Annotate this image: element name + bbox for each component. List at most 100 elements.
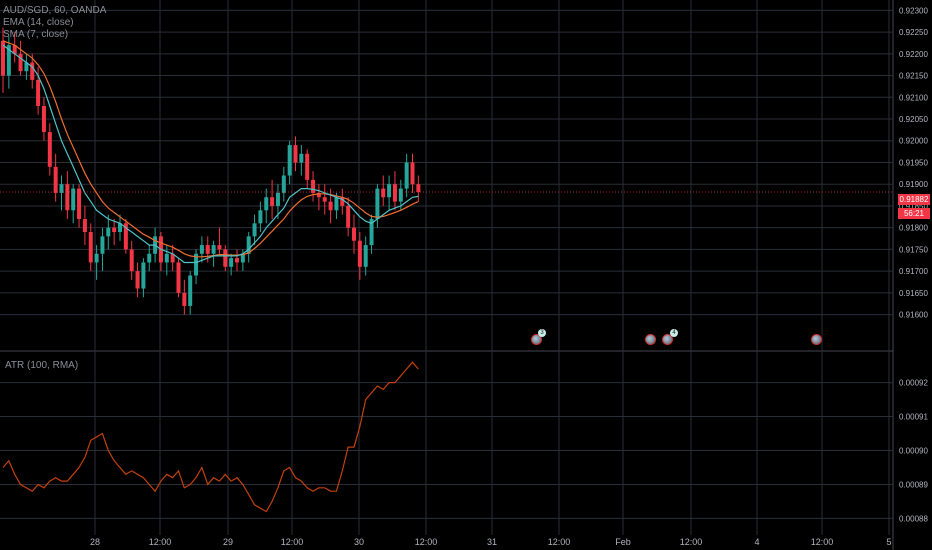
candle-body bbox=[229, 258, 234, 267]
candle-body bbox=[176, 262, 181, 293]
x-tick-label: 29 bbox=[223, 537, 233, 547]
candle-body bbox=[123, 223, 128, 250]
candle-body bbox=[363, 245, 368, 267]
atr-pane-legend: ATR (100, RMA) bbox=[5, 360, 78, 372]
main-pane-legend: AUD/SGD, 60, OANDA EMA (14, close) SMA (… bbox=[3, 5, 106, 41]
candle-body bbox=[369, 218, 374, 246]
x-tick-label: 31 bbox=[487, 537, 497, 547]
symbol-title[interactable]: AUD/SGD, 60, OANDA bbox=[3, 5, 107, 16]
economic-event-icon[interactable] bbox=[662, 334, 673, 345]
x-tick-label: 12:00 bbox=[415, 537, 438, 547]
candle-body bbox=[240, 253, 245, 263]
x-tick-label: 12:00 bbox=[281, 537, 304, 547]
candle-body bbox=[106, 227, 111, 237]
x-tick-label: 28 bbox=[90, 537, 100, 547]
candle-body bbox=[30, 62, 35, 80]
atr-y-tick-label: 0.00091 bbox=[899, 413, 928, 422]
atr-indicator-label[interactable]: ATR (100, RMA) bbox=[5, 360, 79, 371]
candle-body bbox=[392, 184, 397, 202]
candle-body bbox=[311, 179, 316, 193]
candle-body bbox=[135, 271, 140, 289]
event-count-badge: 3 bbox=[538, 329, 546, 337]
x-tick-label: 4 bbox=[754, 537, 759, 547]
x-tick-label: 12:00 bbox=[548, 537, 571, 547]
candle-body bbox=[264, 197, 269, 211]
y-tick-label: 0.91850 bbox=[899, 202, 928, 211]
candle-body bbox=[170, 253, 175, 263]
candle-body bbox=[100, 236, 105, 254]
sma-indicator-label[interactable]: SMA (7, close) bbox=[3, 29, 69, 40]
candle-body bbox=[112, 227, 117, 233]
bar-countdown-tag: 56:21 bbox=[898, 208, 930, 219]
candle-body bbox=[53, 166, 58, 193]
economic-event-icon[interactable] bbox=[811, 334, 822, 345]
candle-body bbox=[387, 184, 392, 198]
candle-body bbox=[252, 223, 257, 237]
last-price-tag: 0.91882 bbox=[898, 194, 930, 205]
candle-body bbox=[357, 240, 362, 267]
candle-body bbox=[71, 188, 76, 211]
candle-body bbox=[77, 188, 82, 219]
candle-body bbox=[246, 236, 251, 254]
x-tick-label: 12:00 bbox=[149, 537, 172, 547]
y-tick-label: 0.92000 bbox=[899, 137, 928, 146]
candle-body bbox=[340, 197, 345, 206]
y-tick-label: 0.91750 bbox=[899, 245, 928, 254]
candle-body bbox=[328, 201, 333, 211]
y-tick-label: 0.91650 bbox=[899, 289, 928, 298]
candle-body bbox=[47, 132, 52, 167]
x-tick-label: Feb bbox=[615, 537, 631, 547]
candle-body bbox=[65, 184, 70, 211]
candle-body bbox=[18, 53, 23, 72]
candle-body bbox=[299, 153, 304, 163]
candle-body bbox=[211, 245, 216, 254]
candle-body bbox=[346, 205, 351, 228]
candle-body bbox=[287, 145, 292, 176]
ema-indicator-label[interactable]: EMA (14, close) bbox=[3, 17, 74, 28]
candle-body bbox=[182, 292, 187, 306]
candle-body bbox=[82, 218, 87, 233]
economic-event-icon[interactable] bbox=[645, 334, 656, 345]
candle-body bbox=[59, 184, 64, 193]
candle-body bbox=[129, 249, 134, 272]
y-tick-label: 0.91700 bbox=[899, 267, 928, 276]
candle-body bbox=[410, 162, 415, 185]
candle-body bbox=[381, 188, 386, 198]
candle-body bbox=[398, 188, 403, 202]
ema-line bbox=[2, 44, 419, 264]
y-tick-label: 0.91600 bbox=[899, 311, 928, 320]
candle-body bbox=[188, 275, 193, 306]
y-tick-label: 0.92250 bbox=[899, 28, 928, 37]
y-tick-label: 0.91950 bbox=[899, 158, 928, 167]
x-tick-label: 30 bbox=[354, 537, 364, 547]
candle-body bbox=[416, 184, 421, 193]
candle-body bbox=[275, 192, 280, 206]
candle-body bbox=[223, 249, 228, 267]
atr-y-tick-label: 0.00092 bbox=[899, 379, 928, 388]
candle-body bbox=[352, 227, 356, 241]
y-tick-label: 0.92300 bbox=[899, 6, 928, 15]
candle-body bbox=[199, 245, 204, 254]
candle-body bbox=[217, 245, 222, 250]
candle-body bbox=[36, 79, 41, 106]
x-tick-label: 12:00 bbox=[680, 537, 703, 547]
x-tick-label: 5 bbox=[886, 537, 891, 547]
candle-body bbox=[270, 197, 275, 206]
candle-body bbox=[316, 192, 321, 198]
candle-body bbox=[12, 45, 17, 54]
sma-line bbox=[2, 40, 419, 258]
y-tick-label: 0.91900 bbox=[899, 180, 928, 189]
candle-body bbox=[258, 210, 263, 224]
y-tick-label: 0.92150 bbox=[899, 72, 928, 81]
candle-body bbox=[375, 188, 380, 219]
candle-body bbox=[88, 232, 93, 263]
candle-body bbox=[41, 105, 46, 133]
y-tick-label: 0.91800 bbox=[899, 224, 928, 233]
candle-body bbox=[94, 253, 99, 263]
candle-body bbox=[194, 253, 199, 276]
candle-body bbox=[334, 197, 339, 211]
atr-y-tick-label: 0.00089 bbox=[899, 480, 928, 489]
economic-event-icon[interactable] bbox=[531, 334, 542, 345]
candle-body bbox=[305, 153, 310, 180]
